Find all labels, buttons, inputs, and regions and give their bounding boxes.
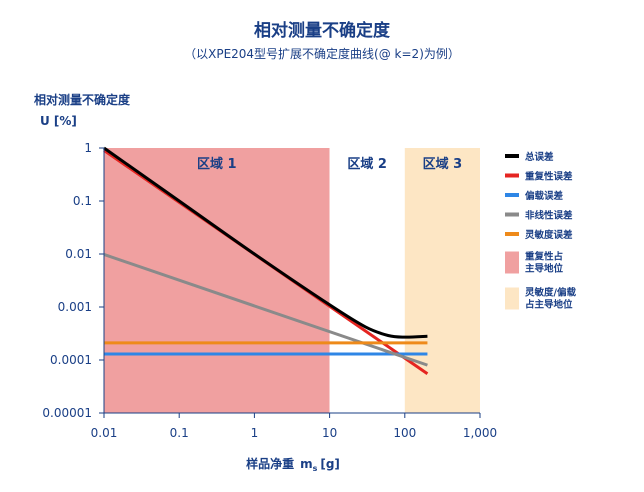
legend-label-2: 重复性误差 xyxy=(525,171,573,183)
x-tick-label: 10 xyxy=(322,426,337,440)
chart-subtitle: （以XPE204型号扩展不确定度曲线(@ k=2)为例） xyxy=(184,46,460,61)
series-line-1 xyxy=(103,146,428,339)
y-axis-unit: U [%] xyxy=(40,114,77,128)
legend-label-1: 总误差 xyxy=(525,151,554,163)
legend-label-4: 非线性误差 xyxy=(525,210,573,222)
series-lines xyxy=(103,146,429,375)
legend: 总误差重复性误差偏载误差非线性误差灵敏度误差重复性占主导地位灵敏度/偏载占主导地… xyxy=(505,151,576,311)
zone-3-band xyxy=(404,148,480,413)
x-tick-label: 100 xyxy=(393,426,416,440)
x-tick-label: 0.1 xyxy=(170,426,189,440)
x-axis-label-unit: [g] xyxy=(320,457,340,471)
legend-label-5: 灵敏度误差 xyxy=(524,229,573,241)
y-axis-label: 相对测量不确定度 xyxy=(34,92,131,107)
y-tick-label: 0.1 xyxy=(73,194,92,208)
x-tick-label: 1,000 xyxy=(463,426,497,440)
y-tick-label: 0.01 xyxy=(65,247,92,261)
y-tick-label: 0.001 xyxy=(58,300,92,314)
legend-swatch-7 xyxy=(505,287,519,310)
x-tick-label: 1 xyxy=(251,426,259,440)
y-tick-label: 0.0001 xyxy=(50,353,92,367)
axes xyxy=(103,148,480,414)
zone-2-label: 区域 2 xyxy=(347,156,387,172)
y-tick-label: 1 xyxy=(84,141,92,155)
zone-2-band xyxy=(329,148,405,413)
ticks: 0.01 0.1 1 10 100 1,000 1 0.1 0.01 0.001 0.0001 0.0… xyxy=(42,141,497,440)
zone-labels: 区域 1 区域 2 区域 3 xyxy=(197,156,462,172)
zone-3-label: 区域 3 xyxy=(423,156,463,172)
zone-1-label: 区域 1 xyxy=(197,156,237,172)
x-axis-label-sub: s xyxy=(313,464,318,473)
x-axis-label-main: 样品净重 xyxy=(246,456,294,471)
y-tick-label: 0.00001 xyxy=(42,406,92,420)
x-tick-label: 0.01 xyxy=(91,426,118,440)
legend-label-3: 偏载误差 xyxy=(525,190,564,202)
x-axis-label: 样品净重 ms [g] xyxy=(246,456,340,473)
chart-title: 相对测量不确定度 xyxy=(254,20,391,41)
series-line-4 xyxy=(103,253,428,367)
legend-label-7: 灵敏度/偏载占主导地位 xyxy=(524,287,576,311)
legend-swatch-6 xyxy=(505,251,519,274)
x-axis-label-var: m xyxy=(300,457,313,471)
legend-label-6: 重复性占主导地位 xyxy=(525,251,564,275)
